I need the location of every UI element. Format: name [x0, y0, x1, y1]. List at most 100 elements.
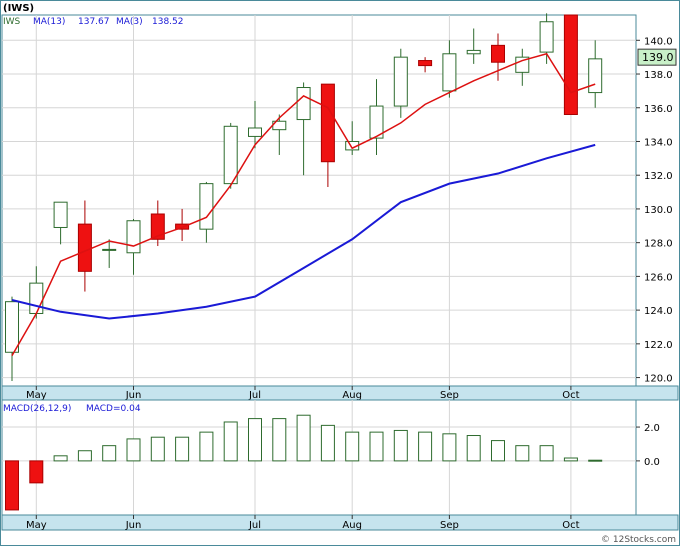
price-x-axis: May Jun Jul Aug Sep Oct [1, 385, 679, 401]
month-label: Aug [342, 390, 362, 401]
month-label: Jul [248, 520, 261, 531]
price-y-tick-label: 132.0 [644, 171, 673, 182]
macd-x-axis: May Jun Jul Aug Sep Oct [1, 514, 679, 531]
macd-bar [515, 445, 530, 462]
candle-body [199, 183, 214, 230]
candle-body [539, 21, 554, 53]
candle-body [563, 14, 578, 115]
candle-body [418, 60, 433, 67]
price-y-tick-label: 130.0 [644, 205, 673, 216]
macd-bar [466, 435, 481, 462]
month-label: Jul [248, 390, 261, 401]
month-label: Sep [440, 520, 459, 531]
macd-y-axis: 0.0 2.0 [636, 423, 660, 468]
legend-ma-long-value: 137.67 [78, 17, 110, 27]
price-plot-area [1, 14, 637, 387]
macd-bar [77, 450, 92, 462]
macd-bar [296, 414, 311, 462]
candle-body [393, 56, 408, 107]
legend-ma-long-label: MA(13) [33, 17, 65, 27]
price-y-tick-label: 120.0 [644, 374, 673, 385]
price-y-tick-label: 124.0 [644, 306, 673, 317]
price-y-tick-label: 138.0 [644, 70, 673, 81]
month-label: May [26, 390, 47, 401]
macd-bar [418, 431, 433, 462]
macd-legend-label: MACD(26,12,9) [3, 404, 71, 414]
month-label: Sep [440, 390, 459, 401]
candle-body [491, 44, 505, 63]
legend-ma-short-value: 138.52 [152, 17, 184, 27]
macd-bar [563, 457, 578, 462]
macd-bar [223, 421, 238, 462]
price-grid [2, 15, 636, 386]
macd-bar [29, 460, 44, 484]
candle-body [102, 248, 117, 251]
macd-legend-value: MACD=0.04 [86, 404, 141, 414]
ma-long-line [11, 52, 596, 357]
month-label: Aug [342, 520, 362, 531]
ma-short-line [11, 143, 596, 320]
price-y-tick-label: 134.0 [644, 137, 673, 148]
macd-bar [393, 429, 408, 462]
macd-bar [5, 460, 19, 511]
macd-bar [272, 418, 287, 462]
legend-ticker: IWS [3, 17, 21, 27]
last-price-tag-box [637, 48, 677, 66]
title-background [1, 1, 45, 14]
last-price-tag-text: 139.0 [642, 51, 674, 64]
price-panel: 120.0 122.0 124.0 126.0 128.0 130.0 132.0 134.0… [1, 1, 677, 387]
candle-body [466, 49, 481, 55]
macd-bar [345, 431, 360, 462]
candle-body [126, 220, 141, 254]
macd-bar [369, 431, 384, 462]
candle-body [296, 87, 311, 121]
macd-bars [5, 414, 603, 511]
candle-body [150, 213, 165, 240]
month-label: Oct [562, 520, 579, 531]
footer-credit: © 12Stocks.com [601, 535, 676, 545]
candle-body [588, 58, 603, 94]
macd-y-tick-label: 2.0 [644, 423, 660, 434]
price-y-tick-label: 140.0 [644, 36, 673, 47]
month-label: Jun [125, 390, 142, 401]
candle-body [369, 105, 384, 139]
price-y-tick-label: 136.0 [644, 104, 673, 115]
macd-panel: 0.0 2.0 MACD(26,12,9) MACD=0.04 [1, 399, 660, 516]
last-price-tag: 139.0 [637, 48, 677, 66]
macd-bar [102, 445, 117, 462]
candle-body [5, 301, 19, 353]
macd-bar [126, 438, 141, 462]
candle-body [53, 201, 68, 228]
macd-y-tick-label: 0.0 [644, 457, 660, 468]
chart-title: (IWS) [3, 3, 34, 14]
macd-bar [53, 455, 68, 462]
macd-bar [491, 440, 505, 462]
macd-bar [320, 424, 335, 462]
month-label: May [26, 520, 47, 531]
price-y-tick-label: 128.0 [644, 239, 673, 250]
month-label: Jun [125, 520, 142, 531]
macd-bar [199, 431, 214, 462]
candle-body [29, 282, 44, 314]
candles [5, 13, 603, 381]
macd-bar [150, 436, 165, 462]
candle-body [442, 53, 457, 92]
candle-body [175, 223, 190, 230]
legend-ma-short-label: MA(3) [116, 17, 143, 27]
month-label: Oct [562, 390, 579, 401]
month-band-background [1, 514, 679, 531]
candle-body [248, 127, 262, 137]
price-y-axis: 120.0 122.0 124.0 126.0 128.0 130.0 132.0 134.0… [636, 36, 673, 385]
candle-body [515, 56, 530, 73]
macd-bar [442, 433, 457, 462]
price-y-tick-label: 122.0 [644, 340, 673, 351]
macd-bar [588, 459, 603, 462]
candle-body [320, 83, 335, 163]
price-y-tick-label: 126.0 [644, 272, 673, 283]
macd-bar [248, 418, 262, 462]
candle-body [223, 125, 238, 185]
candle-body [77, 223, 92, 272]
macd-bar [539, 445, 554, 462]
